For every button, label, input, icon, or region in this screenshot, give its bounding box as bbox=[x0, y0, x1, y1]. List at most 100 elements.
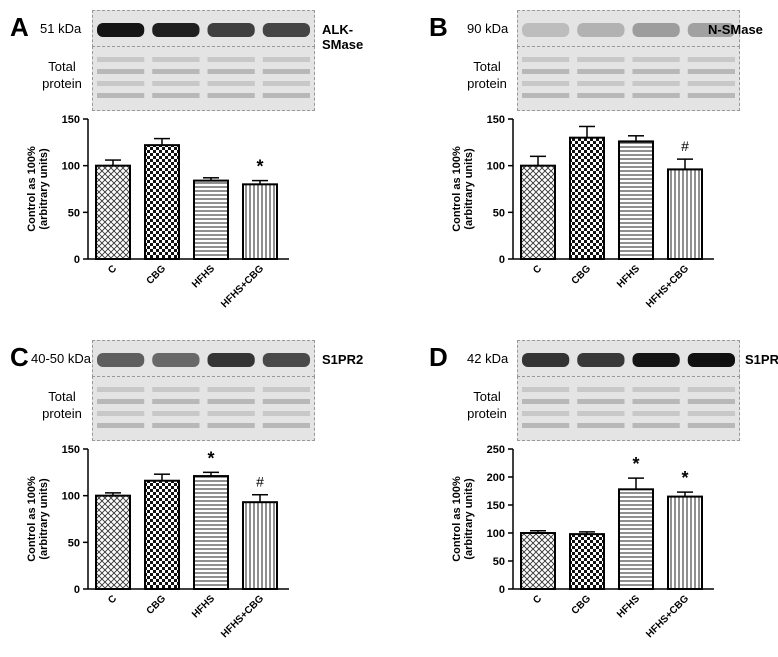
x-tick-label: C bbox=[531, 593, 544, 606]
total-protein-blot bbox=[517, 46, 740, 111]
y-axis-label: Control as 100%(arbitrary units) bbox=[26, 146, 50, 232]
blot-band bbox=[522, 23, 570, 37]
molecular-weight-label: 90 kDa bbox=[467, 21, 509, 36]
y-tick-label: 0 bbox=[74, 254, 80, 266]
molecular-weight-label: 42 kDa bbox=[467, 351, 509, 366]
y-tick-label: 50 bbox=[68, 537, 80, 549]
bar-chart: Control as 100%(arbitrary units) 0 50 100 15… bbox=[26, 114, 289, 310]
protein-band bbox=[97, 93, 145, 98]
significance-marker: * bbox=[207, 448, 214, 468]
protein-band bbox=[687, 69, 735, 74]
y-tick-label: 150 bbox=[62, 114, 80, 126]
protein-band bbox=[262, 93, 310, 98]
x-tick-label: HFHS bbox=[615, 593, 642, 620]
significance-marker: * bbox=[632, 454, 639, 474]
y-tick-label: 100 bbox=[62, 161, 80, 173]
protein-band bbox=[632, 69, 680, 74]
blot-band bbox=[97, 353, 145, 367]
protein-band bbox=[97, 387, 145, 392]
panel-letter: D bbox=[429, 342, 448, 372]
panel-letter: A bbox=[10, 12, 29, 42]
y-tick-label: 150 bbox=[487, 114, 505, 126]
total-protein-label: Total protein bbox=[467, 389, 507, 421]
molecular-weight-label: 51 kDa bbox=[40, 21, 82, 36]
x-tick-label: HFHS+CBG bbox=[219, 263, 266, 310]
protein-band bbox=[262, 411, 310, 416]
x-tick-label: CBG bbox=[570, 263, 594, 287]
protein-name: N-SMase bbox=[708, 22, 763, 37]
protein-band bbox=[262, 69, 310, 74]
panel-c: C 40-50 kDa S1PR2 Total protein Control a… bbox=[0, 330, 389, 657]
protein-band bbox=[152, 93, 200, 98]
bar-c bbox=[520, 164, 556, 261]
bar-chart: Control as 100%(arbitrary units) 0 50 100 15… bbox=[451, 114, 714, 310]
protein-band bbox=[632, 387, 680, 392]
blot-band bbox=[262, 23, 310, 37]
protein-band bbox=[577, 57, 625, 62]
bar-hfhs-cbg bbox=[242, 183, 278, 260]
bar-cbg bbox=[569, 136, 605, 261]
protein-band bbox=[207, 81, 255, 86]
bar-hfhs bbox=[193, 179, 229, 260]
protein-band bbox=[152, 387, 200, 392]
protein-band bbox=[632, 81, 680, 86]
x-tick-label: HFHS+CBG bbox=[644, 593, 691, 640]
protein-band bbox=[207, 69, 255, 74]
protein-band bbox=[577, 81, 625, 86]
significance-marker: * bbox=[681, 468, 688, 488]
x-tick-label: CBG bbox=[570, 593, 594, 617]
panel-letter: B bbox=[429, 12, 448, 42]
y-axis-label: Control as 100%(arbitrary units) bbox=[451, 476, 475, 562]
western-blot-band bbox=[517, 340, 740, 382]
blot-band bbox=[97, 23, 145, 37]
protein-band bbox=[97, 399, 145, 404]
blot-band bbox=[632, 23, 680, 37]
x-tick-label: C bbox=[106, 263, 119, 276]
blot-band bbox=[577, 23, 625, 37]
x-tick-label: HFHS bbox=[190, 593, 217, 620]
significance-marker: # bbox=[681, 138, 689, 154]
bar-c bbox=[95, 494, 131, 591]
western-blot-band bbox=[92, 340, 315, 382]
protein-band bbox=[522, 57, 570, 62]
protein-band bbox=[262, 423, 310, 428]
protein-band bbox=[522, 93, 570, 98]
x-tick-label: HFHS bbox=[190, 263, 217, 290]
bar-hfhs bbox=[193, 475, 229, 590]
protein-band bbox=[522, 387, 570, 392]
bar-cbg bbox=[144, 479, 180, 591]
y-tick-label: 100 bbox=[62, 491, 80, 503]
blot-band bbox=[522, 353, 570, 367]
protein-band bbox=[577, 93, 625, 98]
bar-cbg bbox=[569, 533, 605, 591]
protein-band bbox=[522, 69, 570, 74]
protein-band bbox=[152, 423, 200, 428]
protein-band bbox=[262, 81, 310, 86]
protein-name: S1PR3 bbox=[745, 352, 778, 367]
y-axis-label: Control as 100%(arbitrary units) bbox=[26, 476, 50, 562]
protein-band bbox=[152, 69, 200, 74]
protein-band bbox=[577, 411, 625, 416]
x-tick-label: CBG bbox=[145, 263, 169, 287]
y-tick-label: 50 bbox=[493, 207, 505, 219]
panel-a: A 51 kDa ALK-SMase Total protein Control … bbox=[0, 0, 389, 328]
protein-band bbox=[97, 411, 145, 416]
panel-b: B 90 kDa N-SMase Total protein Control as… bbox=[389, 0, 778, 328]
x-tick-label: HFHS bbox=[615, 263, 642, 290]
protein-band bbox=[207, 399, 255, 404]
protein-band bbox=[522, 399, 570, 404]
total-protein-label: Total protein bbox=[467, 59, 507, 91]
protein-name: S1PR2 bbox=[322, 352, 364, 367]
protein-band bbox=[522, 81, 570, 86]
total-protein-label: Total protein bbox=[42, 389, 82, 421]
molecular-weight-label: 40-50 kDa bbox=[31, 351, 91, 366]
y-tick-label: 100 bbox=[487, 161, 505, 173]
protein-band bbox=[262, 399, 310, 404]
protein-band bbox=[522, 423, 570, 428]
protein-band bbox=[97, 69, 145, 74]
protein-band bbox=[577, 69, 625, 74]
protein-band bbox=[522, 411, 570, 416]
protein-band bbox=[687, 93, 735, 98]
x-tick-label: CBG bbox=[145, 593, 169, 617]
protein-band bbox=[632, 423, 680, 428]
